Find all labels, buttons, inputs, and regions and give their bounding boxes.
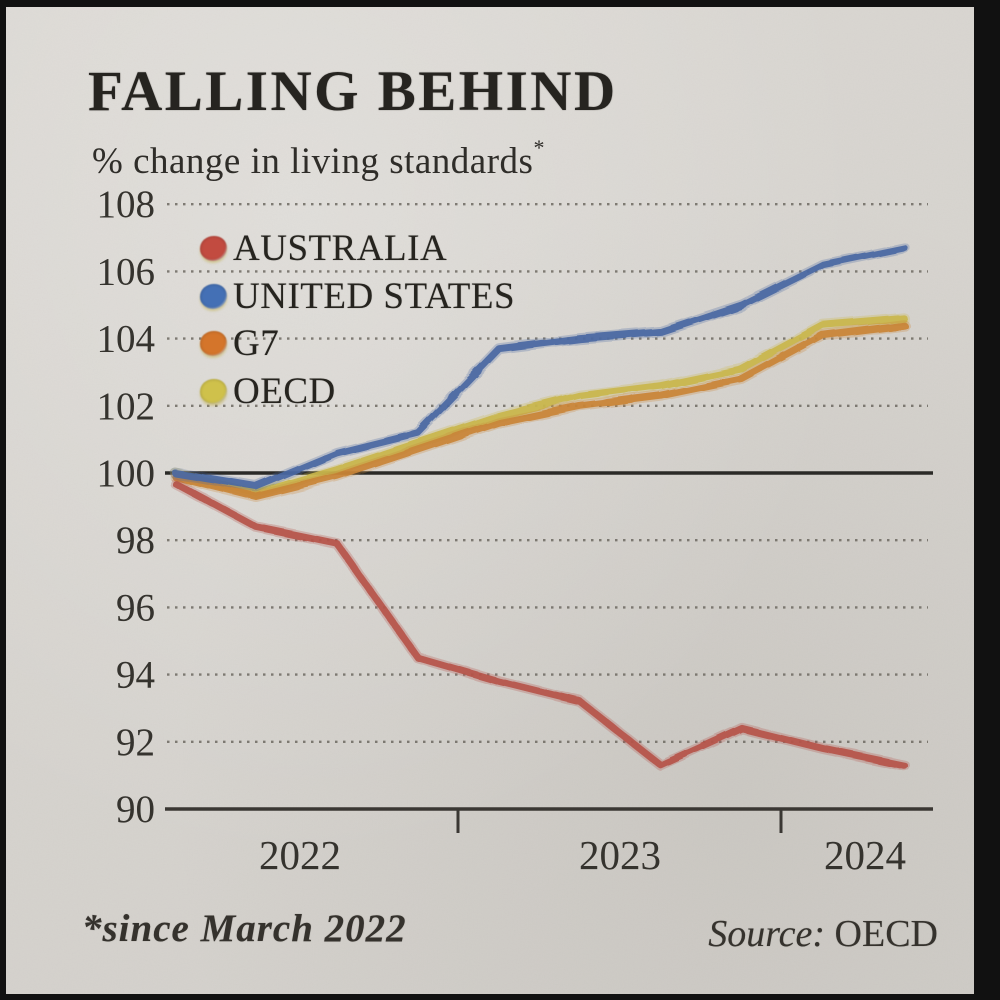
legend-label: UNITED STATES (233, 275, 516, 317)
y-tick-label: 102 (97, 385, 156, 428)
y-tick-label: 104 (97, 318, 156, 361)
y-tick-label: 106 (97, 250, 156, 293)
data-series-layer (169, 242, 910, 771)
y-tick-label: 96 (116, 586, 155, 629)
chart-source: Source: OECD (708, 912, 938, 956)
chart-footnote: *since March 2022 (82, 907, 407, 950)
footnote-asterisk-marker: * (533, 135, 545, 160)
series-line-g7 (171, 321, 908, 500)
y-tick-label: 100 (97, 452, 156, 495)
chart-legend: AUSTRALIA UNITED STATES G7 OECD (200, 225, 620, 415)
y-tick-label: 90 (116, 788, 155, 831)
legend-label: AUSTRALIA (233, 228, 448, 270)
y-tick-label: 94 (116, 654, 155, 697)
source-value: OECD (834, 913, 938, 955)
source-label: Source: (708, 913, 826, 955)
legend-item-g7: G7 (200, 320, 620, 368)
y-tick-label: 98 (116, 519, 155, 562)
chart-subtitle: % change in living standards* (92, 135, 545, 183)
x-tick-label: 2024 (824, 832, 906, 878)
living-standards-chart: 108 106 104 102 100 98 96 94 92 90 2022 2023 2024 (6, 7, 974, 994)
x-tick-label: 2022 (259, 832, 341, 878)
chart-title: FALLING BEHIND (88, 60, 618, 123)
legend-item-united-states: UNITED STATES (200, 273, 620, 321)
australia-dot-icon (200, 236, 227, 262)
axis-labels-layer: 108 106 104 102 100 98 96 94 92 90 2022 2023 2024 (97, 183, 907, 878)
x-tick-label: 2023 (579, 832, 661, 878)
legend-label: OECD (233, 370, 336, 412)
united-states-dot-icon (200, 283, 227, 309)
series-line-united-states (171, 244, 908, 490)
newspaper-clipping: 108 106 104 102 100 98 96 94 92 90 2022 2023 2024 FA… (6, 7, 974, 994)
g7-dot-icon (200, 331, 227, 357)
legend-item-oecd: OECD (200, 368, 620, 416)
y-tick-label: 108 (97, 183, 156, 226)
y-tick-label: 92 (116, 721, 155, 764)
oecd-dot-icon (200, 378, 227, 404)
legend-item-australia: AUSTRALIA (200, 225, 620, 273)
subtitle-text: % change in living standards (92, 141, 534, 182)
legend-label: G7 (233, 323, 280, 365)
series-line-australia (171, 479, 908, 769)
paper-grain-texture (6, 7, 974, 994)
